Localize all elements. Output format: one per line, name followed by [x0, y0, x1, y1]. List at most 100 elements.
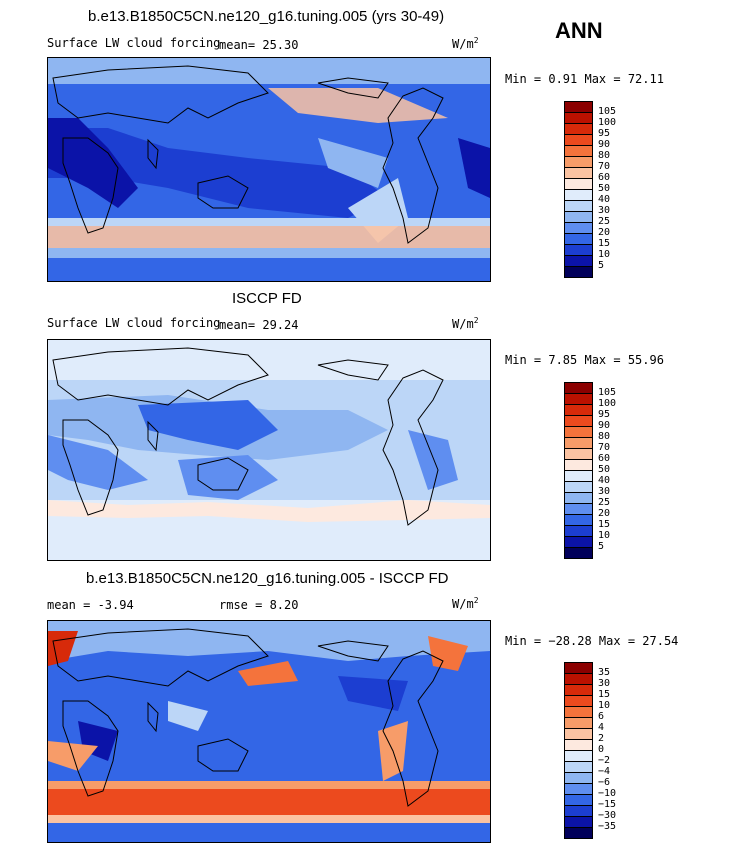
colorbar-label: −6: [598, 777, 611, 788]
colorbar-label: 25: [598, 216, 611, 227]
panel3-mean: mean = -3.94: [47, 598, 134, 612]
colorbar-label: 25: [598, 497, 611, 508]
colorbar-swatch: [565, 827, 592, 838]
panel2-map-svg: [48, 340, 490, 560]
colorbar-label: 80: [598, 431, 611, 442]
colorbar-swatch: [565, 156, 592, 167]
colorbar-swatch: [565, 393, 592, 404]
colorbar-label: 90: [598, 139, 611, 150]
season-label: ANN: [555, 18, 603, 43]
colorbar-swatch: [565, 459, 592, 470]
panel2-colorbar: [564, 382, 593, 559]
colorbar-swatch: [565, 222, 592, 233]
colorbar-label: 40: [598, 194, 611, 205]
colorbar-label: 35: [598, 667, 611, 678]
colorbar-swatch: [565, 772, 592, 783]
panel1-minmax: Min = 0.91 Max = 72.11: [505, 72, 664, 86]
colorbar-swatch: [565, 761, 592, 772]
colorbar-swatch: [565, 684, 592, 695]
colorbar-swatch: [565, 536, 592, 547]
colorbar-swatch: [565, 492, 592, 503]
panel2-variable: Surface LW cloud forcing: [47, 316, 221, 330]
colorbar-swatch: [565, 470, 592, 481]
panel1-variable: Surface LW cloud forcing: [47, 36, 221, 50]
colorbar-swatch: [565, 145, 592, 156]
colorbar-swatch: [565, 415, 592, 426]
panel3-map-svg: [48, 621, 490, 842]
colorbar-swatch: [565, 233, 592, 244]
colorbar-swatch: [565, 525, 592, 536]
colorbar-label: 90: [598, 420, 611, 431]
colorbar-swatch: [565, 794, 592, 805]
colorbar-swatch: [565, 514, 592, 525]
colorbar-swatch: [565, 783, 592, 794]
panel1-map-svg: [48, 58, 490, 281]
colorbar-swatch: [565, 167, 592, 178]
colorbar-label: 5: [598, 260, 605, 271]
colorbar-label: −30: [598, 810, 617, 821]
colorbar-swatch: [565, 663, 592, 673]
panel3-units: W/m2: [452, 596, 479, 611]
panel2-title: ISCCP FD: [232, 290, 302, 307]
colorbar-label: 80: [598, 150, 611, 161]
colorbar-swatch: [565, 134, 592, 145]
colorbar-label: 50: [598, 464, 611, 475]
colorbar-swatch: [565, 673, 592, 684]
colorbar-swatch: [565, 547, 592, 558]
colorbar-swatch: [565, 200, 592, 211]
colorbar-label: 95: [598, 128, 611, 139]
colorbar-label: 15: [598, 689, 611, 700]
colorbar-swatch: [565, 481, 592, 492]
colorbar-swatch: [565, 437, 592, 448]
colorbar-swatch: [565, 426, 592, 437]
panel1-units: W/m2: [452, 36, 479, 51]
colorbar-swatch: [565, 211, 592, 222]
colorbar-label: 5: [598, 541, 605, 552]
colorbar-label: 20: [598, 508, 611, 519]
colorbar-label: 70: [598, 442, 611, 453]
colorbar-label: 4: [598, 722, 605, 733]
colorbar-swatch: [565, 255, 592, 266]
colorbar-swatch: [565, 805, 592, 816]
colorbar-label: 6: [598, 711, 605, 722]
panel3-minmax: Min = −28.28 Max = 27.54: [505, 634, 679, 648]
colorbar-label: 15: [598, 519, 611, 530]
colorbar-label: −2: [598, 755, 611, 766]
colorbar-swatch: [565, 706, 592, 717]
panel2-mean: mean= 29.24: [219, 318, 299, 332]
colorbar-label: 30: [598, 678, 611, 689]
colorbar-label: 2: [598, 733, 605, 744]
panel3-map: [47, 620, 491, 843]
panel1-colorbar: [564, 101, 593, 278]
colorbar-swatch: [565, 739, 592, 750]
panel3-title: b.e13.B1850C5CN.ne120_g16.tuning.005 - I…: [86, 570, 449, 587]
colorbar-label: 10: [598, 249, 611, 260]
colorbar-label: 70: [598, 161, 611, 172]
panel1-mean: mean= 25.30: [219, 38, 299, 52]
colorbar-label: 20: [598, 227, 611, 238]
colorbar-swatch: [565, 750, 592, 761]
colorbar-label: 100: [598, 117, 617, 128]
colorbar-label: −10: [598, 788, 617, 799]
colorbar-swatch: [565, 503, 592, 514]
colorbar-swatch: [565, 448, 592, 459]
colorbar-label: 105: [598, 387, 617, 398]
panel1-map: [47, 57, 491, 282]
colorbar-label: 15: [598, 238, 611, 249]
colorbar-label: 30: [598, 205, 611, 216]
colorbar-swatch: [565, 404, 592, 415]
colorbar-swatch: [565, 244, 592, 255]
colorbar-swatch: [565, 112, 592, 123]
colorbar-label: 30: [598, 486, 611, 497]
colorbar-label: −15: [598, 799, 617, 810]
colorbar-label: 50: [598, 183, 611, 194]
colorbar-label: −35: [598, 821, 617, 832]
colorbar-label: 95: [598, 409, 611, 420]
colorbar-swatch: [565, 266, 592, 277]
colorbar-swatch: [565, 816, 592, 827]
panel2-minmax: Min = 7.85 Max = 55.96: [505, 353, 664, 367]
colorbar-swatch: [565, 383, 592, 393]
colorbar-swatch: [565, 102, 592, 112]
colorbar-label: 10: [598, 530, 611, 541]
panel3-rmse: rmse = 8.20: [219, 598, 299, 612]
